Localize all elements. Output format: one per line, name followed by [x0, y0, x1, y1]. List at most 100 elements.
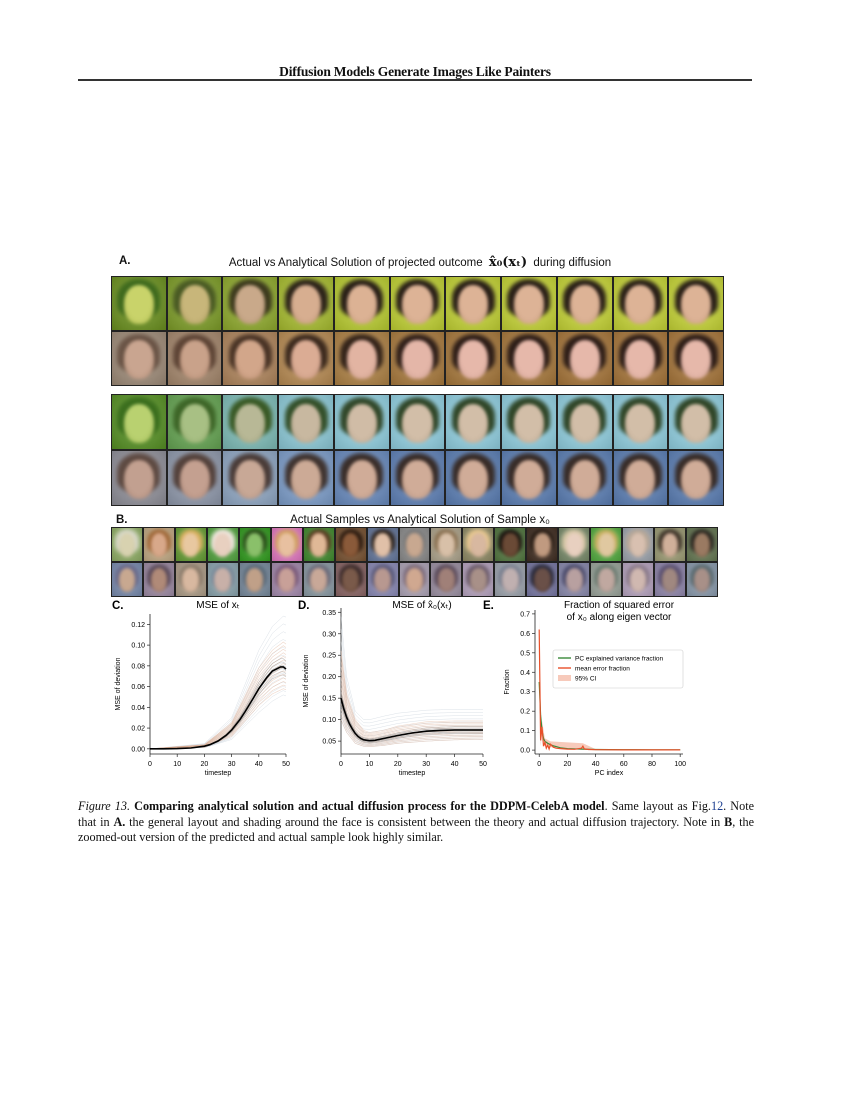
panel-letter: E.	[483, 600, 494, 612]
face-shape	[458, 403, 489, 443]
figure-caption: Figure 13. Comparing analytical solution…	[78, 799, 754, 846]
female-sample-actual-tile	[222, 394, 279, 450]
x-tick-label: 0	[339, 761, 343, 768]
face-shape	[569, 340, 600, 379]
x-tick-label: 30	[228, 761, 236, 768]
face-shape	[235, 459, 266, 499]
face-shape	[179, 340, 210, 379]
female-sample-actual-tile	[556, 394, 613, 450]
face-shape	[118, 568, 136, 593]
face-shape	[625, 285, 656, 324]
sample-analytical-tile	[366, 562, 399, 597]
face-shape	[346, 340, 377, 379]
male-sample-analytical-tile	[222, 331, 279, 386]
face-shape	[342, 533, 359, 558]
y-tick-label: 0.06	[131, 684, 145, 691]
sample-analytical-tile	[462, 562, 495, 597]
sample-actual-tile	[558, 527, 591, 562]
face-shape	[342, 568, 359, 593]
sample-analytical-tile	[558, 562, 591, 597]
female-sample-actual-tile	[166, 394, 223, 450]
face-shape	[278, 533, 296, 558]
female-sample-analytical-tile	[612, 450, 669, 506]
face-shape	[374, 533, 391, 558]
face-shape	[693, 533, 711, 558]
y-tick-label: 0.12	[131, 622, 145, 629]
y-tick-label: 0.10	[322, 717, 336, 724]
face-shape	[625, 403, 656, 443]
x-tick-label: 0	[148, 761, 152, 768]
face-shape	[118, 533, 136, 558]
female-sample-actual-tile	[333, 394, 390, 450]
caption-bold-b: B	[724, 814, 733, 829]
face-shape	[469, 568, 487, 593]
male-sample-analytical-tile	[111, 331, 167, 386]
sample-analytical-tile	[302, 562, 335, 597]
y-tick-label: 0.30	[322, 631, 336, 638]
face-shape	[438, 568, 455, 593]
y-tick-label: 0.08	[131, 663, 145, 670]
sample-analytical-tile	[622, 562, 655, 597]
y-axis-label: Fraction	[504, 669, 511, 694]
y-tick-label: 0.25	[322, 653, 336, 660]
female-sample-analytical-tile	[389, 450, 446, 506]
x-tick-label: 10	[173, 761, 181, 768]
x-tick-label: 50	[479, 761, 487, 768]
face-shape	[214, 568, 232, 593]
y-tick-label: 0.10	[131, 643, 145, 650]
male-sample-analytical-tile	[166, 331, 223, 386]
x-axis-label: timestep	[399, 770, 426, 777]
caption-text-3: the general layout and shading around th…	[125, 814, 725, 829]
sample-actual-tile	[494, 527, 527, 562]
sample-analytical-tile	[430, 562, 463, 597]
female-sample-analytical-tile	[333, 450, 390, 506]
female-sample-actual-tile	[111, 394, 167, 450]
y-tick-label: 0.00	[131, 746, 145, 753]
panel-a-title-math: x̂₀(xₜ)	[488, 255, 528, 270]
y-tick-label: 0.0	[520, 748, 530, 755]
face-shape	[513, 340, 544, 379]
face-shape	[150, 533, 168, 558]
face-shape	[214, 533, 232, 558]
female-sample-analytical-tile	[111, 450, 167, 506]
face-shape	[123, 285, 154, 324]
caption-figure-label: Figure 13.	[78, 799, 131, 813]
x-tick-label: 20	[394, 761, 402, 768]
female-sample-analytical-tile	[166, 450, 223, 506]
panel-a-title-prefix: Actual vs Analytical Solution of project…	[228, 257, 483, 269]
mean-line	[340, 697, 483, 742]
face-shape	[406, 533, 423, 558]
female-sample-analytical-tile	[501, 450, 557, 506]
male-sample-analytical-tile	[668, 331, 724, 386]
female-sample-analytical-tile	[278, 450, 334, 506]
face-shape	[533, 533, 551, 558]
face-shape	[290, 459, 322, 499]
face-shape	[246, 568, 264, 593]
face-shape	[458, 340, 489, 379]
face-shape	[469, 533, 487, 558]
x-tick-label: 0	[537, 761, 541, 768]
chart-e-legend: PC explained variance fraction mean error…	[552, 649, 684, 689]
male-sample-analytical-tile	[389, 331, 446, 386]
sample-actual-tile	[142, 527, 175, 562]
panel-a-title-suffix: during diffusion	[533, 257, 612, 269]
x-tick-label: 80	[648, 761, 656, 768]
face-shape	[310, 568, 328, 593]
pc-variance-line	[538, 681, 681, 751]
y-tick-label: 0.3	[520, 689, 530, 696]
face-shape	[310, 533, 328, 558]
legend-entry: mean error fraction	[575, 666, 630, 673]
sample-actual-tile	[686, 527, 718, 562]
sample-analytical-tile	[398, 562, 431, 597]
panel-b-grid	[111, 527, 718, 597]
caption-figure-ref-link[interactable]: 12	[710, 799, 724, 813]
face-shape	[179, 459, 210, 499]
face-shape	[150, 568, 168, 593]
face-shape	[278, 568, 296, 593]
y-tick-label: 0.20	[322, 674, 336, 681]
face-shape	[661, 568, 679, 593]
face-shape	[513, 459, 544, 499]
face-shape	[123, 403, 154, 443]
x-tick-label: 30	[422, 761, 430, 768]
